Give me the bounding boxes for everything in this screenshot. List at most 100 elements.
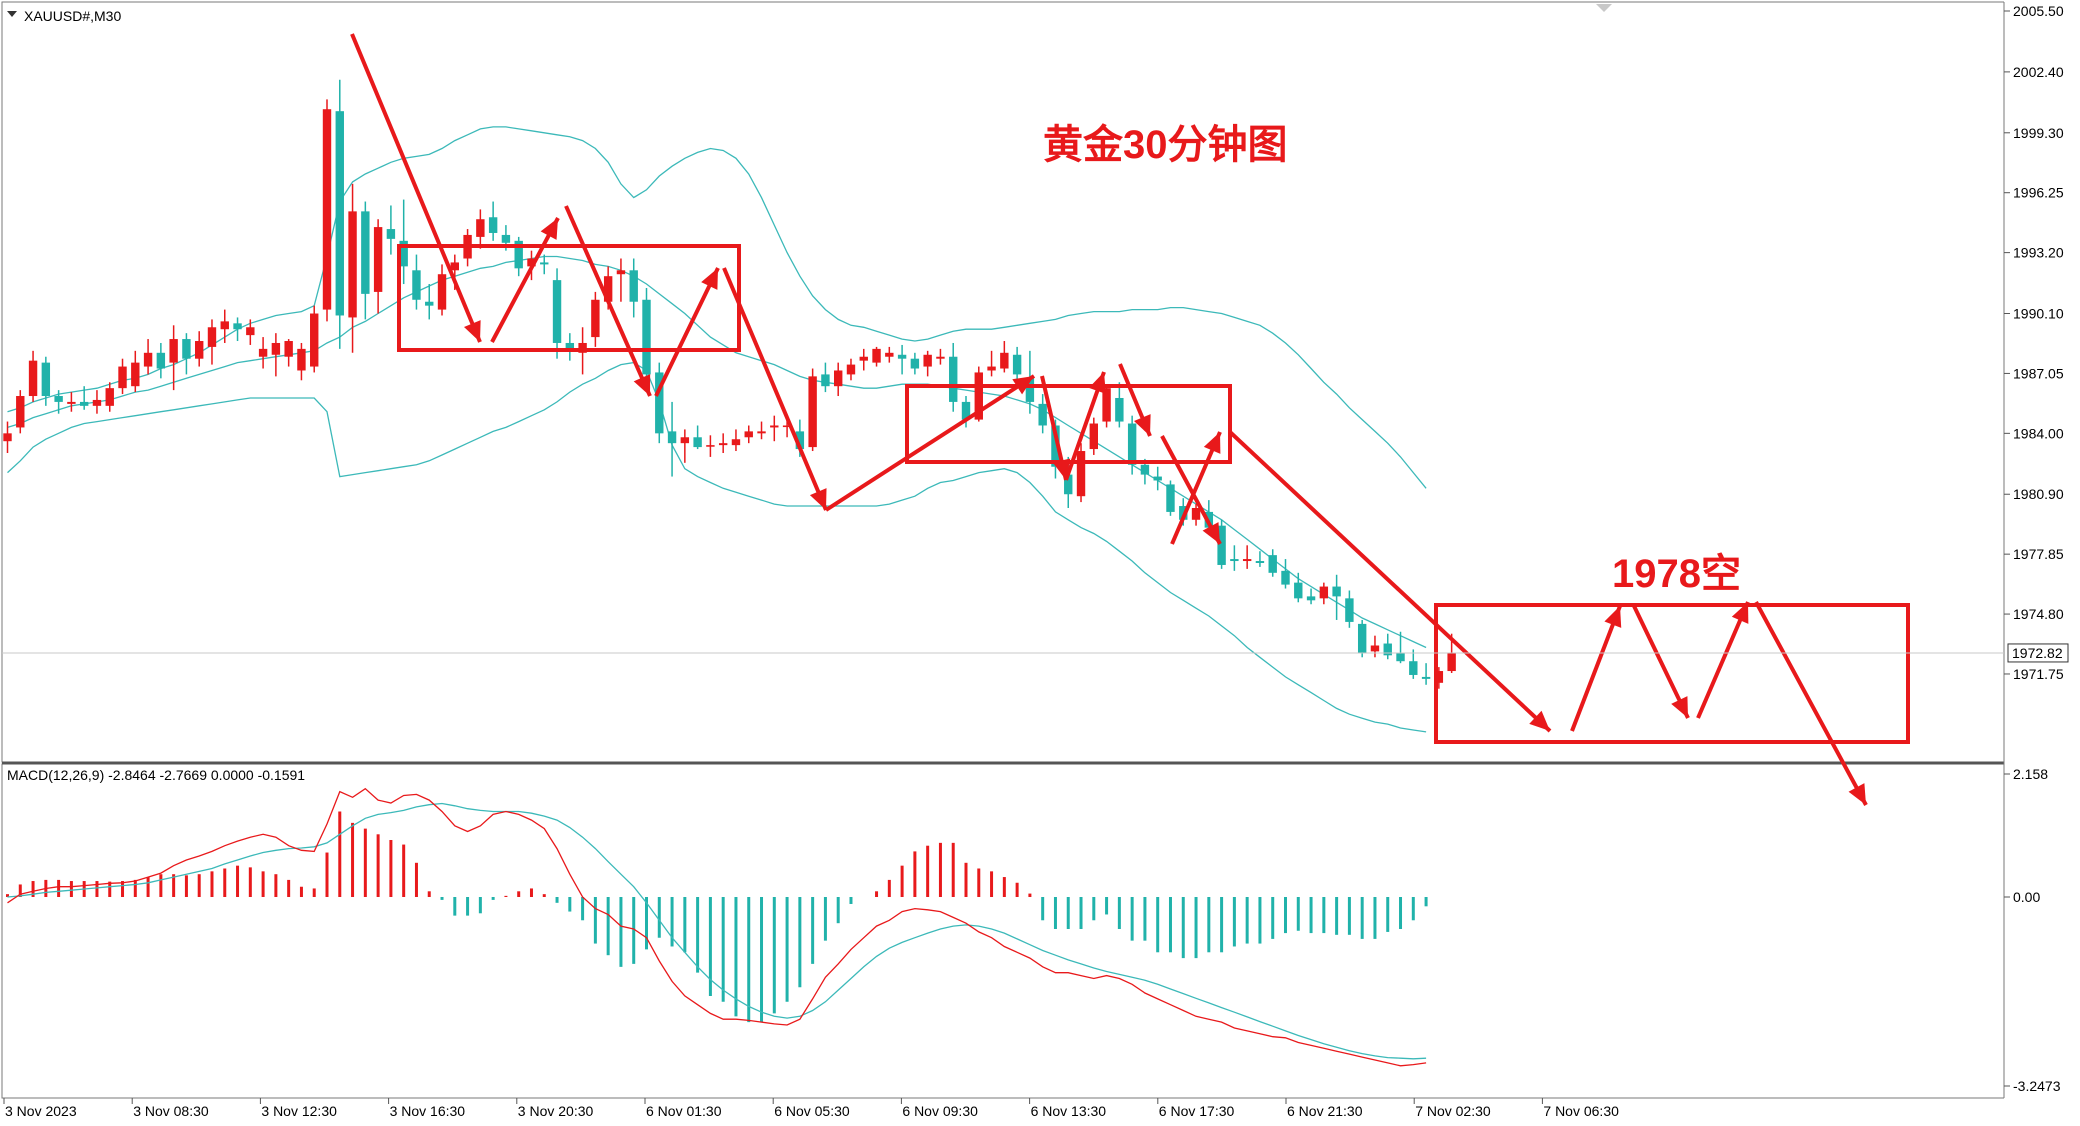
candle (322, 99, 332, 322)
candle (118, 358, 127, 395)
candle (514, 236, 523, 277)
candle-body (246, 327, 255, 336)
macd-signal-line (7, 802, 1427, 1060)
candle (220, 309, 229, 343)
candle-body (169, 339, 178, 363)
candle-body (3, 433, 12, 442)
price-tick-label: 1971.75 (2013, 666, 2064, 682)
candle-body (118, 366, 127, 389)
candle-body (310, 313, 319, 367)
trend-arrow-line (350, 33, 482, 343)
candle-body (949, 356, 958, 402)
candle (565, 333, 575, 361)
arrowhead-icon (701, 268, 718, 290)
candle (1153, 466, 1162, 491)
candle (859, 348, 868, 371)
candle (1076, 443, 1086, 503)
candle-body (540, 262, 549, 265)
candle (642, 287, 651, 381)
price-axis: 2005.50 2002.40 1999.30 1996.25 1993.20 1990.… (2, 3, 2069, 682)
candle (949, 342, 958, 412)
candle (731, 429, 741, 452)
candle (808, 368, 817, 452)
candle-body (1345, 598, 1354, 622)
candle (757, 421, 766, 440)
time-tick-label: 3 Nov 20:30 (518, 1103, 594, 1119)
candle-body (182, 339, 191, 359)
candle-body (527, 258, 536, 267)
arrowhead-icon (809, 488, 827, 510)
candle-body (92, 399, 102, 406)
candle-body (1370, 645, 1380, 652)
symbol-dropdown-icon[interactable] (7, 11, 17, 17)
range-box (397, 244, 741, 352)
candle-body (655, 372, 664, 434)
candle-body (706, 445, 715, 447)
candle-body (872, 348, 881, 363)
candle (412, 254, 421, 310)
arrowhead-icon (1671, 696, 1688, 718)
trend-arrow (824, 374, 1036, 512)
candle-body (1409, 661, 1418, 675)
candle (616, 258, 626, 302)
candle (54, 390, 63, 414)
candle-body (1396, 653, 1405, 662)
price-tick-label: 1999.30 (2013, 125, 2064, 141)
candle (348, 183, 357, 353)
candle-body (501, 234, 511, 243)
candle-body (514, 240, 523, 269)
candle-body (897, 354, 907, 359)
candle-body (1217, 525, 1226, 565)
candle (961, 396, 971, 428)
candle (680, 429, 690, 463)
candle (1357, 619, 1367, 658)
price-tick-label: 1974.80 (2013, 606, 2064, 622)
price-tick-label: 1990.10 (2013, 306, 2064, 322)
candle-body (936, 356, 945, 359)
candle-body (131, 362, 140, 387)
candle (1306, 588, 1316, 605)
candle (1345, 590, 1354, 628)
candle-body (28, 360, 38, 397)
candle (591, 291, 600, 347)
candle-body (578, 342, 587, 353)
candle (667, 401, 677, 477)
trend-arrow (1064, 371, 1106, 481)
range-box (1434, 603, 1910, 744)
candle-body (1421, 676, 1431, 679)
trend-arrow (564, 205, 652, 397)
candle (156, 342, 166, 379)
time-tick-label: 6 Nov 09:30 (902, 1103, 978, 1119)
price-panel-frame (1, 1, 2005, 763)
candle-body (297, 348, 306, 371)
candle (1038, 394, 1047, 434)
candle-body (1332, 586, 1341, 597)
candle-body (974, 372, 983, 420)
scroll-shift-marker-icon[interactable] (1596, 4, 1612, 12)
candle-body (885, 352, 894, 357)
candle (1242, 545, 1252, 569)
candle-body (1357, 623, 1367, 654)
candle (770, 415, 779, 442)
candle-body (1230, 559, 1239, 562)
candle (3, 421, 12, 453)
arrowhead-icon (1202, 522, 1220, 544)
candle (310, 305, 319, 373)
candle (885, 346, 894, 363)
arrowhead-icon (1731, 602, 1749, 624)
candle (361, 201, 370, 320)
price-tick-label: 1987.05 (2013, 365, 2064, 381)
candle (718, 433, 728, 453)
candle (1166, 480, 1175, 516)
candle-body (987, 366, 996, 371)
candle-body (361, 211, 370, 294)
candle-body (143, 352, 153, 367)
candle (169, 325, 178, 391)
arrowhead-icon (1134, 414, 1151, 436)
candle-body (322, 109, 332, 310)
candle-body (476, 219, 485, 237)
candle-body (1115, 397, 1124, 422)
candle-body (1038, 403, 1047, 426)
candle (1383, 633, 1392, 660)
candle-body (821, 374, 830, 387)
